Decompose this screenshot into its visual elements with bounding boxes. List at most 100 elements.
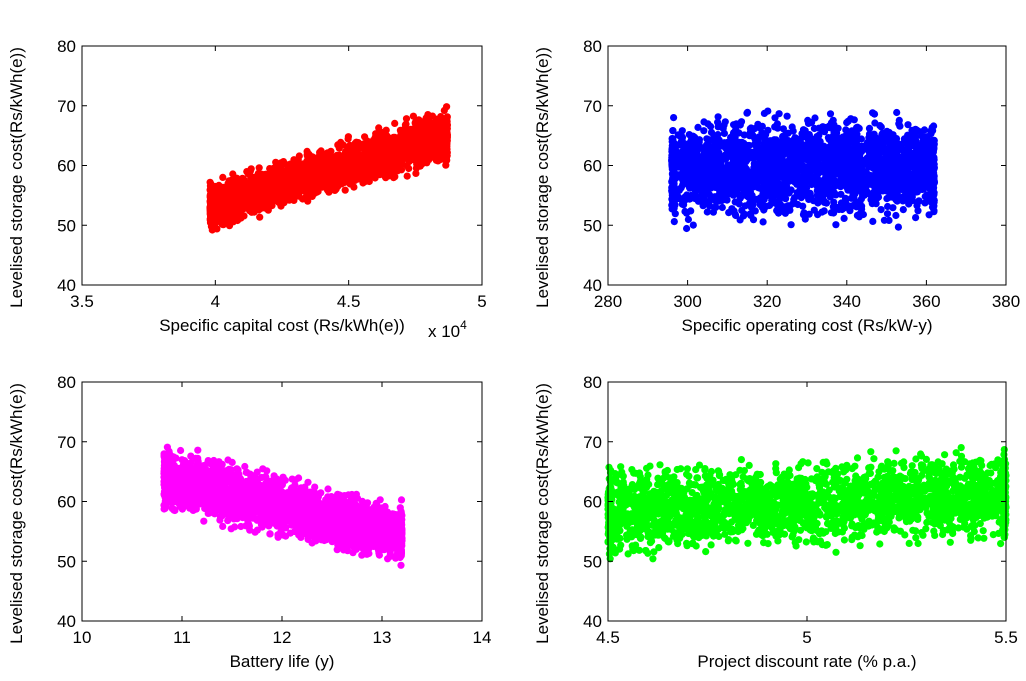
data-point [772, 152, 780, 160]
data-point [896, 145, 904, 153]
data-point [891, 191, 899, 199]
data-point [320, 167, 328, 176]
data-point [758, 184, 767, 192]
data-point [255, 194, 263, 202]
data-point [864, 159, 872, 167]
data-point [415, 120, 423, 128]
data-point [247, 173, 255, 181]
data-point [848, 167, 856, 175]
data-point [899, 206, 907, 214]
data-point [243, 187, 251, 195]
data-point [884, 202, 892, 211]
data-point [391, 119, 399, 127]
data-point [700, 127, 708, 135]
data-point [852, 173, 861, 181]
data-point [735, 174, 744, 182]
data-point [877, 206, 885, 214]
data-point [679, 177, 687, 185]
data-point [883, 179, 891, 187]
data-point [229, 218, 237, 226]
data-point [806, 154, 814, 162]
data-point [787, 221, 795, 229]
data-point [849, 153, 857, 161]
data-point [699, 191, 707, 199]
data-point [799, 126, 808, 134]
data-point [800, 133, 808, 141]
data-point [687, 184, 696, 192]
x-tick-label: 4.5 [337, 292, 361, 311]
data-point [732, 211, 740, 220]
data-point [915, 197, 923, 205]
data-point [844, 183, 852, 191]
scatter-series [206, 103, 451, 234]
data-point [409, 112, 417, 120]
data-point [317, 147, 325, 155]
data-point [880, 216, 889, 224]
data-point [362, 177, 370, 185]
data-point [914, 207, 922, 215]
data-point [385, 149, 394, 157]
y-tick-label: 70 [583, 97, 602, 116]
y-axis-label: Levelised storage cost(Rs/kWh(e)) [7, 47, 26, 308]
data-point [750, 160, 758, 168]
data-point [208, 226, 216, 234]
data-point [417, 160, 425, 168]
data-point [814, 211, 822, 219]
data-point [842, 155, 851, 164]
data-point [427, 132, 435, 140]
x-tick-label: 300 [673, 292, 701, 311]
data-point [372, 163, 380, 171]
data-point [856, 152, 864, 160]
data-point [915, 165, 923, 173]
data-point [814, 161, 823, 169]
x-tick-label: 380 [992, 292, 1020, 311]
data-point [291, 157, 299, 165]
data-point [827, 209, 836, 217]
data-point [712, 203, 720, 211]
data-point [842, 126, 850, 134]
data-point [925, 211, 933, 219]
data-point [694, 144, 702, 152]
data-point [810, 124, 819, 133]
data-point [443, 133, 451, 141]
data-point [369, 147, 377, 155]
data-point [383, 159, 391, 167]
data-point [669, 173, 677, 181]
data-point [229, 170, 237, 178]
data-point [212, 189, 220, 198]
x-tick-label: 4 [211, 292, 220, 311]
data-point [694, 197, 703, 205]
data-point [320, 176, 328, 184]
data-point [403, 172, 411, 180]
data-point [924, 174, 932, 182]
x-multiplier-exponent: 4 [460, 318, 467, 332]
data-point [811, 114, 819, 122]
data-point [830, 189, 838, 197]
data-point [344, 135, 352, 143]
data-point [360, 158, 368, 166]
data-point [844, 117, 852, 125]
data-point [228, 194, 236, 202]
data-point [871, 119, 879, 127]
data-point [883, 210, 892, 218]
data-point [768, 164, 777, 172]
data-point [712, 173, 721, 181]
data-point [668, 143, 677, 151]
x-axis-label: Specific capital cost (Rs/kWh(e)) [159, 316, 405, 335]
data-point [686, 156, 694, 164]
data-point [272, 190, 280, 198]
data-point [279, 167, 287, 175]
data-point [223, 213, 231, 221]
data-point [680, 163, 688, 171]
data-point [740, 162, 748, 170]
data-point [335, 144, 343, 152]
data-point [735, 138, 743, 146]
data-point [820, 197, 828, 205]
x-multiplier-base: x 10 [428, 322, 460, 341]
data-point [681, 146, 689, 154]
data-point [440, 106, 448, 115]
x-tick-label: 5 [477, 292, 486, 311]
data-point [732, 120, 740, 128]
data-point [718, 203, 726, 212]
data-point [826, 110, 835, 118]
